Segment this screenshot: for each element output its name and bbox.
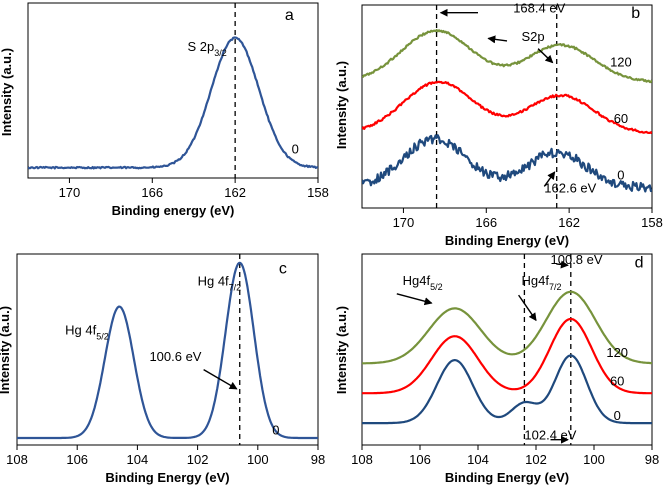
panel-a: 170 166 162 158 Binding energy (eV) Intensity… xyxy=(0,2,329,218)
panel-label: d xyxy=(635,254,644,271)
annotation-label: Hg 4f5/2 xyxy=(65,323,109,342)
x-tick-label: 104 xyxy=(467,452,489,467)
x-tick-label: 98 xyxy=(311,452,325,467)
x-tick-label: 102 xyxy=(525,452,547,467)
x-tick-label: 166 xyxy=(141,185,163,200)
series-label: 120 xyxy=(610,55,632,70)
annotation-label: 168.4 eV xyxy=(513,1,565,16)
plot-frame xyxy=(361,4,653,209)
plot-frame xyxy=(27,2,319,179)
x-tick-label: 170 xyxy=(393,215,415,230)
x-tick-label: 108 xyxy=(351,452,373,467)
x-tick-label: 162 xyxy=(558,215,580,230)
y-axis-label: Intensity (a.u.) xyxy=(334,306,349,394)
series-line-60 xyxy=(362,80,652,135)
x-axis-label: Binding energy (eV) xyxy=(112,203,235,218)
panel-label: b xyxy=(631,5,640,22)
series-line-120 xyxy=(362,290,652,365)
x-tick-label: 106 xyxy=(409,452,431,467)
series-line-0 xyxy=(362,354,652,425)
series-line-120 xyxy=(362,29,652,84)
x-axis-label: Binding Energy (eV) xyxy=(105,470,229,485)
series-label: 0 xyxy=(614,408,621,423)
x-tick-label: 106 xyxy=(66,452,88,467)
panel-c: 108 106 104 102 100 98 Binding Energy (eV) Inte… xyxy=(0,253,325,485)
x-axis-label: Binding Energy (eV) xyxy=(445,470,569,485)
x-tick-label: 166 xyxy=(475,215,497,230)
annotation-arrow xyxy=(556,260,569,269)
annotation-arrow xyxy=(518,294,537,322)
x-axis-label: Binding Energy (eV) xyxy=(445,233,569,248)
panel-b: 170 166 162 158 Binding Energy (eV) Intensity… xyxy=(334,1,663,248)
x-tick-label: 100 xyxy=(583,452,605,467)
panel-d: 108 106 104 102 100 98 Binding Energy (eV) Inte… xyxy=(334,252,659,485)
panel-label: a xyxy=(285,7,294,24)
series-label: 60 xyxy=(610,373,624,388)
y-axis-label: Intensity (a.u.) xyxy=(0,48,14,136)
x-tick-label: 170 xyxy=(59,185,81,200)
annotation-label: S2p xyxy=(522,29,545,44)
annotation-label: S 2p3/2 xyxy=(188,39,227,58)
annotation-label: 100.6 eV xyxy=(149,349,201,364)
series-line-0 xyxy=(17,261,318,440)
x-tick-label: 100 xyxy=(247,452,269,467)
x-tick-label: 104 xyxy=(127,452,149,467)
x-tick-label: 162 xyxy=(224,185,246,200)
annotation-arrow xyxy=(396,293,433,306)
x-tick-label: 108 xyxy=(6,452,28,467)
panel-label: c xyxy=(279,260,287,277)
annotation-arrow xyxy=(543,171,556,187)
x-tick-label: 158 xyxy=(307,185,329,200)
annotation-arrow xyxy=(203,369,238,390)
annotation-label: 162.6 eV xyxy=(544,181,596,196)
series-line-60 xyxy=(362,317,652,395)
x-tick-label: 98 xyxy=(645,452,659,467)
series-label: 120 xyxy=(606,345,628,360)
series-label: 0 xyxy=(617,168,624,183)
annotation-label: 102.4 eV xyxy=(524,428,576,443)
plot-frame xyxy=(16,253,319,446)
series-line-0 xyxy=(362,134,652,193)
annotation-arrow xyxy=(487,35,508,44)
x-tick-label: 158 xyxy=(641,215,663,230)
annotation-arrow xyxy=(537,48,554,64)
annotation-label: Hg4f7/2 xyxy=(522,273,562,292)
series-line-0 xyxy=(28,36,318,170)
y-axis-label: Intensity (a.u.) xyxy=(334,61,349,149)
series-label: 60 xyxy=(614,111,628,126)
series-label: 0 xyxy=(272,422,279,437)
plot-frame xyxy=(361,253,653,446)
x-tick-label: 102 xyxy=(187,452,209,467)
y-axis-label: Intensity (a.u.) xyxy=(0,306,12,394)
annotation-label: Hg4f5/2 xyxy=(403,273,443,292)
series-label: 0 xyxy=(292,141,299,156)
